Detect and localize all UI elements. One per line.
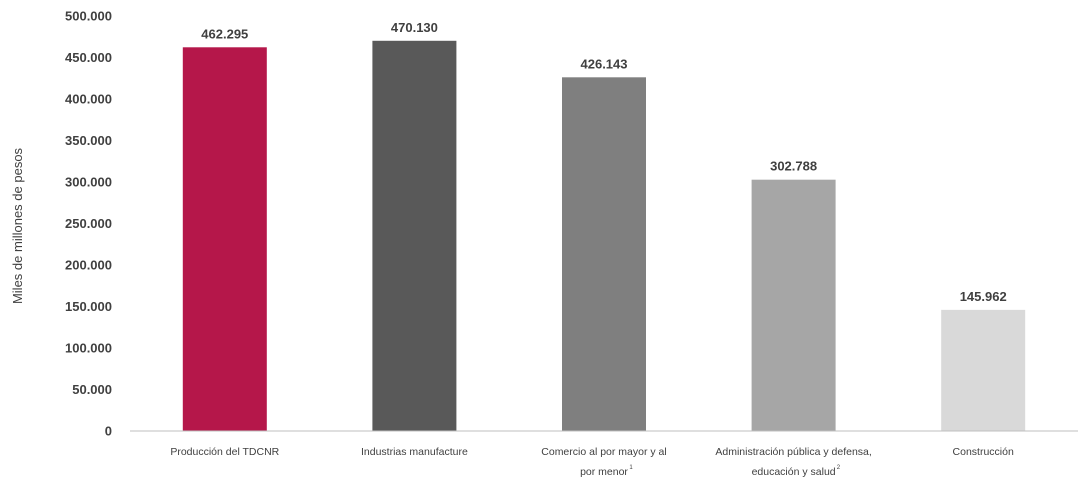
y-tick-label: 450.000 <box>65 50 112 65</box>
y-tick-label: 0 <box>105 424 112 439</box>
data-label: 426.143 <box>581 56 628 71</box>
bar <box>562 77 646 432</box>
data-label: 462.295 <box>201 26 248 41</box>
bars <box>182 40 1026 432</box>
category-label: educación y salud <box>752 466 836 478</box>
y-tick-label: 100.000 <box>65 341 112 356</box>
category-label: Comercio al por mayor y al <box>541 446 666 458</box>
y-tick-label: 500.000 <box>65 9 112 24</box>
footnote-marker: 2 <box>837 465 841 471</box>
y-tick-label: 300.000 <box>65 175 112 190</box>
y-tick-label: 250.000 <box>65 216 112 231</box>
category-labels: Producción del TDCNR Industrias manufactu… <box>170 446 1014 478</box>
category-label: Industrias manufacture <box>361 446 468 458</box>
footnote-marker: 1 <box>629 465 633 471</box>
bar <box>372 40 457 431</box>
bar <box>182 47 267 431</box>
category-label: Construcción <box>953 446 1014 458</box>
bar <box>751 179 836 431</box>
y-axis-ticks: 0 50.000 100.000 150.000 200.000 250.000 300.0… <box>65 9 112 439</box>
bar <box>941 309 1026 431</box>
y-axis-title: Miles de millones de pesos <box>10 147 25 304</box>
category-label: Producción del TDCNR <box>170 446 279 458</box>
y-tick-label: 400.000 <box>65 92 112 107</box>
data-label: 145.962 <box>960 289 1007 304</box>
data-label: 470.130 <box>391 20 438 35</box>
y-axis-label: Miles de millones de pesos <box>10 147 25 304</box>
category-label: Administración pública y defensa, <box>715 446 871 458</box>
data-label: 302.788 <box>770 159 817 174</box>
y-tick-label: 200.000 <box>65 258 112 273</box>
data-labels: 462.295 470.130 426.143 302.788 145.962 <box>201 20 1006 304</box>
category-label: por menor <box>580 466 628 478</box>
y-tick-label: 350.000 <box>65 133 112 148</box>
y-tick-label: 150.000 <box>65 299 112 314</box>
y-tick-label: 50.000 <box>72 382 112 397</box>
